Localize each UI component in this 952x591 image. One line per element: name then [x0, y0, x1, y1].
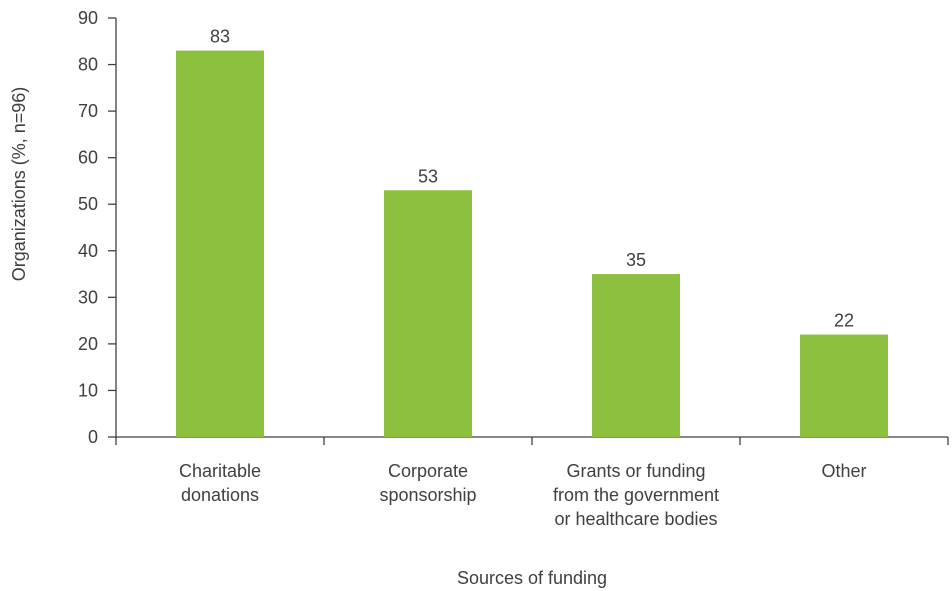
y-tick-label: 0 — [88, 427, 98, 447]
bar — [384, 190, 472, 437]
category-label: Grants or funding from the government or h… — [553, 461, 719, 529]
y-tick-label: 30 — [78, 287, 98, 307]
y-tick-label: 40 — [78, 241, 98, 261]
y-axis: 0 10 20 30 40 50 60 70 80 90 — [78, 8, 117, 447]
y-tick-label: 90 — [78, 8, 98, 28]
y-axis-title: Organizations (%, n=96) — [9, 87, 29, 282]
data-label: 22 — [834, 311, 854, 331]
bar — [800, 334, 888, 437]
y-tick-label: 10 — [78, 380, 98, 400]
category-labels: Charitable donations Corporate sponsorship G… — [179, 461, 867, 529]
data-label: 35 — [626, 250, 646, 270]
bars — [176, 50, 888, 437]
y-tick-label: 50 — [78, 194, 98, 214]
y-tick-label: 80 — [78, 55, 98, 75]
category-label: Other — [821, 461, 866, 481]
data-label: 53 — [418, 166, 438, 186]
y-tick-label: 60 — [78, 148, 98, 168]
x-axis-title: Sources of funding — [457, 568, 607, 588]
bar — [176, 50, 264, 437]
bar — [592, 274, 680, 437]
data-labels: 83 53 35 22 — [210, 27, 854, 331]
category-label: Corporate sponsorship — [379, 461, 476, 505]
y-tick-label: 20 — [78, 334, 98, 354]
y-tick-label: 70 — [78, 101, 98, 121]
data-label: 83 — [210, 27, 230, 47]
category-label: Charitable donations — [179, 461, 261, 505]
x-axis — [115, 436, 949, 445]
